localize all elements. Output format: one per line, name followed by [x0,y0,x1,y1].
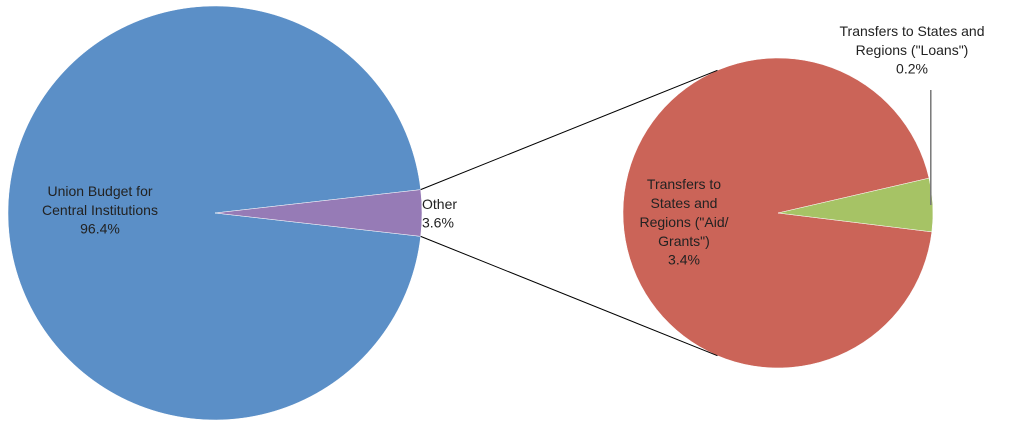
slice-label: Union Budget for Central Institutions [42,183,158,218]
pie-slice [7,5,421,421]
slice-label: Transfers to States and Regions ("Loans") [840,23,985,58]
slice-value-label: 3.6% [422,215,454,231]
pie-slice [777,177,934,233]
slice-label: Other [422,196,457,212]
slice-value-label: 96.4% [80,221,120,237]
pie-slice [622,57,933,369]
connector-line [420,69,718,191]
slice-label: Transfers to States and Regions ("Aid/Gran… [639,176,728,249]
pie-slice [214,189,423,237]
slice-value-label: 3.4% [668,252,700,268]
connector-line [420,235,718,357]
slice-value-label: 0.2% [896,61,928,77]
